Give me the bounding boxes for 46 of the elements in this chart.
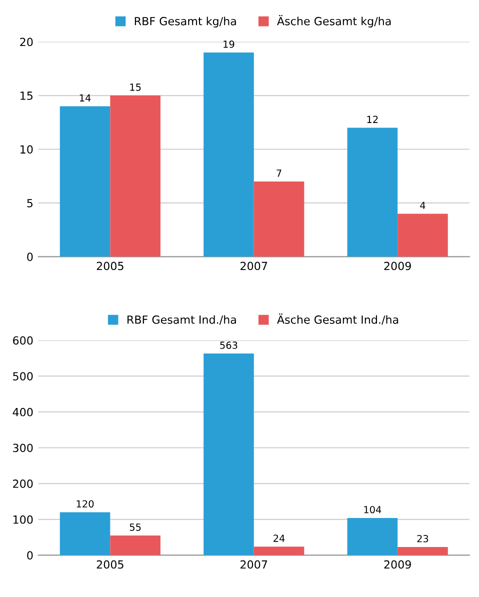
legend-label: RBF Gesamt Ind./ha — [128, 315, 236, 325]
x-tick-label: 2009 — [384, 262, 411, 270]
data-label: 14 — [80, 94, 91, 102]
data-label: 563 — [220, 342, 238, 349]
y-tick-label: 400 — [12, 408, 33, 416]
y-tick-label: 100 — [13, 515, 33, 524]
bar — [110, 536, 160, 556]
legend-label: RBF Gesamt kg/ha — [134, 16, 236, 28]
bar — [347, 518, 398, 556]
y-tick-label: 600 — [13, 336, 33, 345]
x-tick-label: 2009 — [384, 560, 411, 569]
x-tick-label: 2007 — [240, 560, 268, 569]
data-label: 23 — [417, 534, 428, 542]
y-tick-label: 200 — [13, 480, 33, 488]
data-label: 7 — [276, 170, 282, 177]
data-label: 12 — [367, 116, 378, 123]
y-tick-label: 15 — [20, 92, 32, 100]
y-tick-label: 10 — [20, 145, 33, 154]
x-tick-label: 2007 — [240, 262, 268, 270]
bar — [347, 128, 398, 257]
y-tick-label: 0 — [27, 252, 33, 262]
y-tick-label: 300 — [13, 444, 33, 452]
bar — [254, 181, 304, 257]
bar — [398, 546, 448, 556]
y-tick-label: 500 — [13, 372, 33, 380]
data-label: 120 — [76, 500, 94, 508]
data-label: 4 — [420, 202, 426, 209]
legend-label: Äsche Gesamt kg/ha — [277, 15, 391, 28]
bar — [204, 52, 254, 257]
bar — [60, 512, 110, 556]
bar — [110, 96, 160, 257]
data-label: 15 — [130, 84, 141, 91]
x-tick-label: 2005 — [96, 262, 124, 270]
y-tick-label: 0 — [27, 551, 33, 560]
y-tick-label: 20 — [20, 38, 33, 46]
bar — [60, 106, 110, 257]
data-label: 24 — [274, 534, 285, 542]
bar — [398, 214, 448, 257]
data-label: 19 — [224, 40, 234, 48]
data-label: 55 — [130, 524, 141, 531]
bar — [204, 354, 254, 556]
bar — [254, 546, 304, 556]
x-tick-label: 2005 — [96, 560, 124, 569]
y-tick-label: 5 — [27, 199, 32, 208]
legend-label: Äsche Gesamt Ind./ha — [277, 314, 398, 325]
data-label: 104 — [364, 506, 382, 514]
